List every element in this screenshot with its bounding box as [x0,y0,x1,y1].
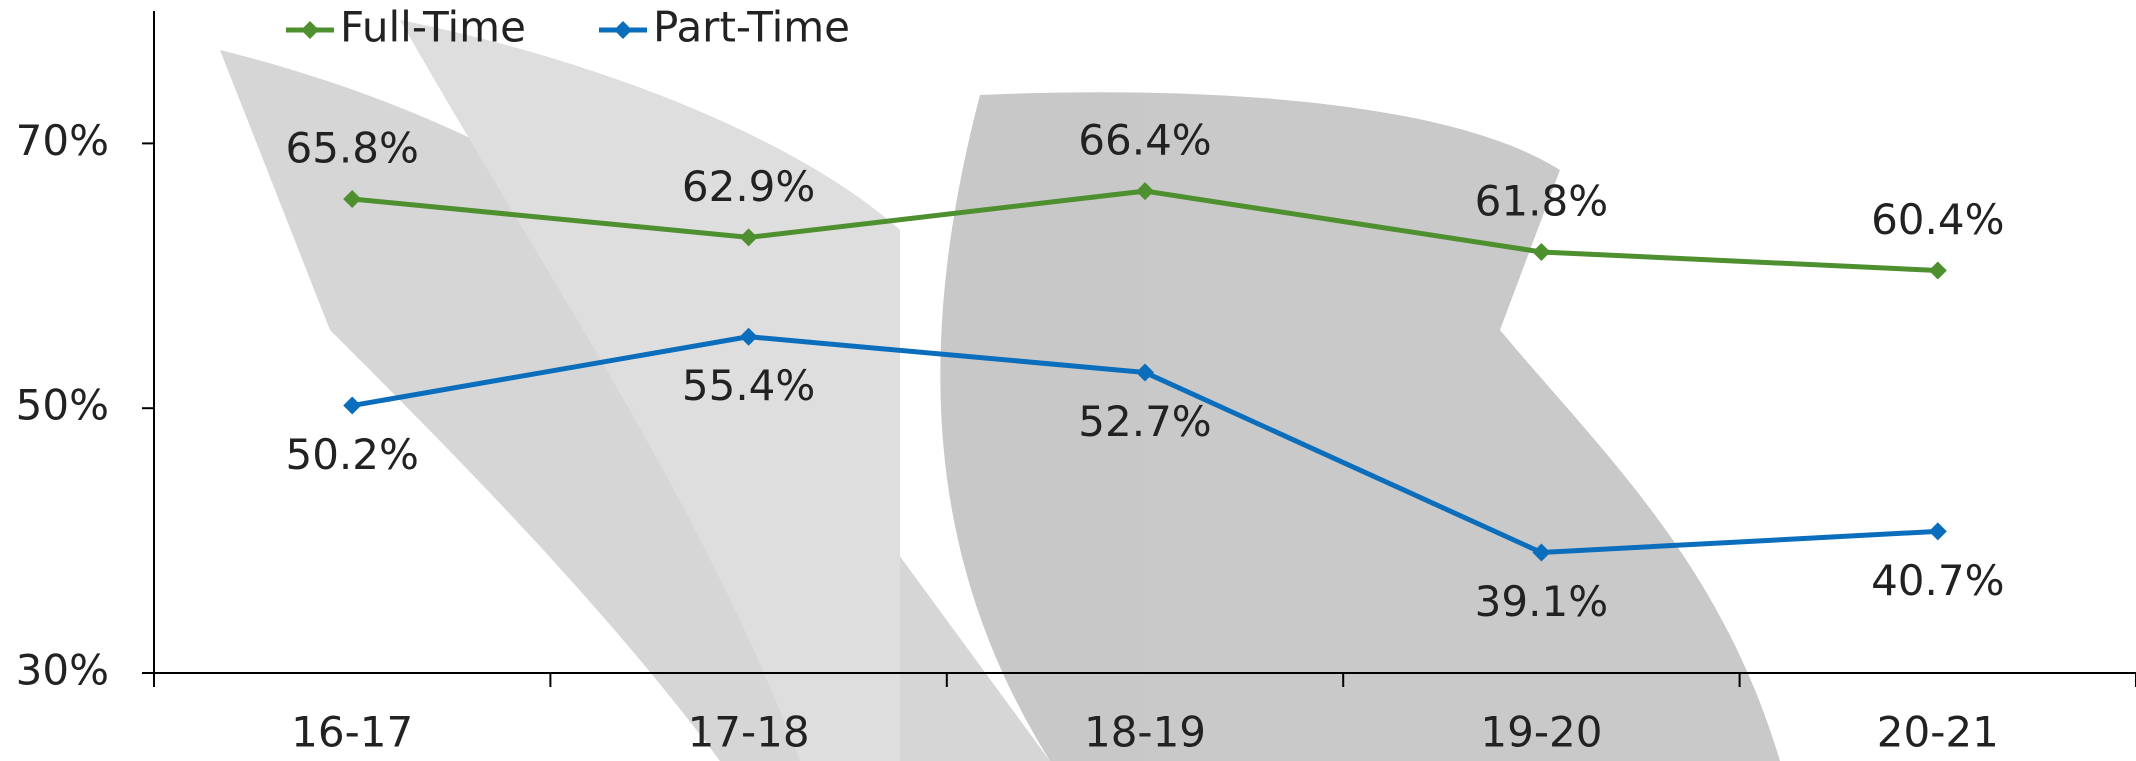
x-tick-label: 18-19 [1084,708,1206,757]
x-tick-label: 17-18 [688,708,810,757]
data-label: 55.4% [682,361,815,410]
data-label: 61.8% [1475,176,1608,225]
data-label: 66.4% [1078,116,1211,165]
legend-marker [614,21,632,39]
point [1136,182,1154,201]
point [1928,261,1947,280]
data-label: 50.2% [285,430,418,479]
point [739,228,758,247]
y-tick-label: 70% [16,116,109,165]
data-label: 65.8% [285,124,418,173]
point [1532,242,1551,261]
point [1928,522,1947,541]
data-label: 39.1% [1475,577,1608,626]
data-label: 62.9% [682,162,815,211]
legend-marker [301,21,319,39]
data-label: 40.7% [1871,556,2004,605]
data-label: 60.4% [1871,195,2004,244]
legend-label: Part-Time [653,3,850,52]
x-tick-label: 19-20 [1480,708,1602,757]
point [1136,363,1154,382]
point [739,327,758,346]
legend-label: Full-Time [340,3,526,52]
y-tick-label: 30% [16,646,109,695]
x-tick-label: 20-21 [1877,708,1999,757]
x-tick-label: 16-17 [291,708,413,757]
data-label: 52.7% [1078,397,1211,446]
point [343,396,362,415]
point [343,190,362,209]
point [1532,543,1551,562]
background-photo [220,20,1780,761]
y-tick-label: 50% [16,381,109,430]
